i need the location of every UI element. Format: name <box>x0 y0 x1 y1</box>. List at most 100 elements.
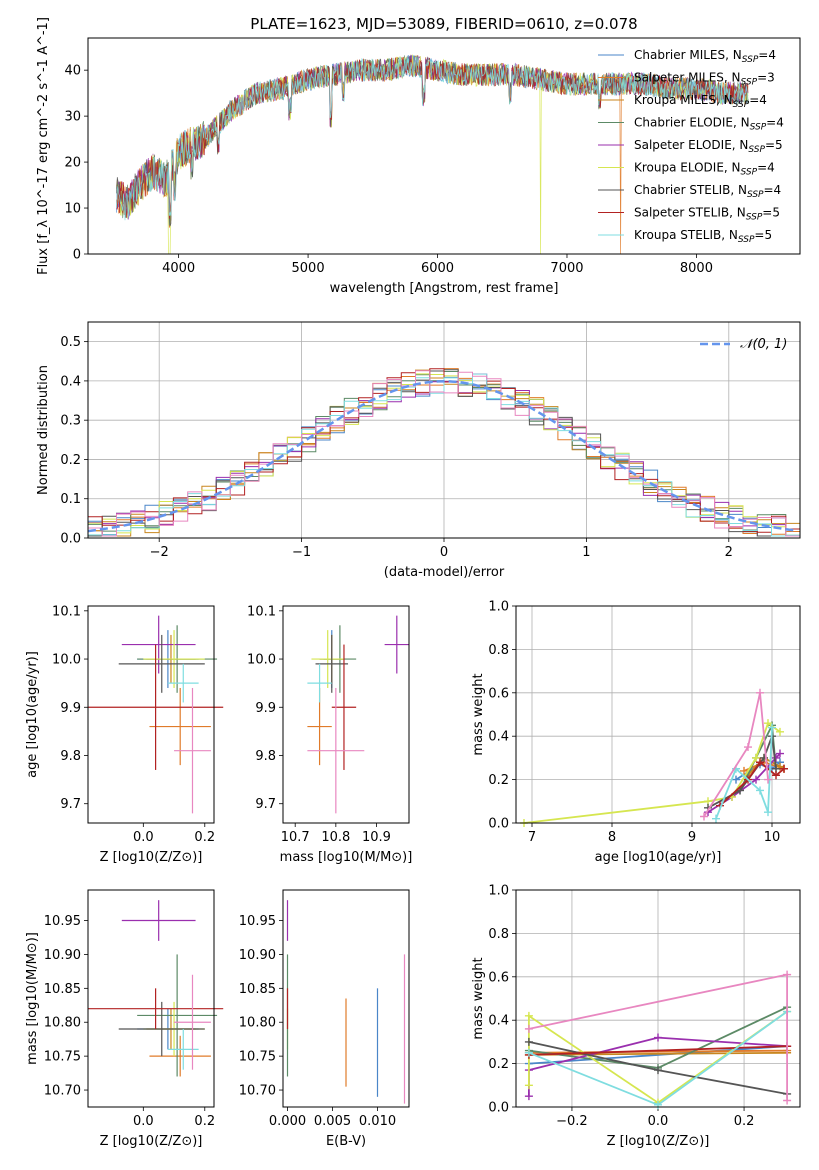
mass-weight-point <box>776 749 784 758</box>
y-tick-label: 1.0 <box>488 600 509 615</box>
y-tick-label: 0.6 <box>488 970 509 985</box>
axes-frame <box>87 605 215 824</box>
y-tick-label: 0.2 <box>488 1057 509 1072</box>
y-tick-label: 10.85 <box>44 982 81 997</box>
axes-frame <box>282 889 410 1108</box>
legend-label: Chabrier STELIB, NSSP=4 <box>634 183 781 200</box>
mass-weight-point <box>756 786 764 795</box>
y-tick-label: 40 <box>64 64 81 79</box>
age-vs-Z-axes <box>84 610 206 827</box>
axes-frame <box>515 605 801 824</box>
x-axis-label: wavelength [Angstrom, rest frame] <box>330 281 559 296</box>
age-vs-mass-axes <box>279 610 377 827</box>
spectrum-line <box>116 55 749 227</box>
x-tick-label: 0.0 <box>133 830 154 845</box>
y-tick-label: 10.85 <box>239 982 276 997</box>
mass-weight-point <box>524 1024 533 1033</box>
y-tick-label: 0.5 <box>60 335 81 350</box>
mass-weight-point <box>772 753 780 762</box>
x-tick-label: 1 <box>582 545 590 560</box>
mass-weight-point <box>654 1033 662 1042</box>
x-tick-label: 4000 <box>162 261 195 276</box>
y-tick-label: 10.75 <box>239 1050 276 1065</box>
legend-label: 𝒩(0, 1) <box>740 337 787 352</box>
x-tick-label: 7000 <box>550 261 583 276</box>
y-tick-label: 0.0 <box>488 1101 509 1116</box>
mass-weight-line <box>703 692 769 817</box>
y-tick-label: 10.95 <box>44 914 81 929</box>
legend-label: Salpeter ELODIE, NSSP=5 <box>634 138 783 155</box>
spectrum-line <box>116 55 749 221</box>
axes-frame <box>87 37 801 255</box>
y-tick-label: 10 <box>64 202 81 217</box>
axes-frame <box>87 321 801 539</box>
mass-weight-point <box>654 1066 662 1075</box>
x-tick-label: 10.7 <box>281 830 310 845</box>
y-axis-label: mass weight <box>471 957 486 1039</box>
y-tick-label: 0.4 <box>488 1014 509 1029</box>
y-tick-label: 9.9 <box>60 701 81 716</box>
x-tick-label: 8 <box>608 830 616 845</box>
mass-weight-point <box>524 1081 533 1090</box>
legend-label: Salpeter STELIB, NSSP=5 <box>634 206 780 223</box>
mass-weight-vs-age-axes <box>512 605 800 827</box>
y-tick-label: 10.80 <box>44 1016 81 1031</box>
mass-weight-point <box>776 727 784 736</box>
x-tick-label: 0.2 <box>194 830 215 845</box>
y-tick-label: 0.1 <box>60 492 81 507</box>
y-tick-label: 0 <box>73 248 81 263</box>
mass-weight-point <box>783 970 792 979</box>
y-axis-label: Normed distribution <box>36 365 51 495</box>
y-tick-label: 10.1 <box>247 604 276 619</box>
y-tick-label: 0.4 <box>488 730 509 745</box>
mass-weight-point <box>524 1011 533 1020</box>
y-tick-label: 10.80 <box>239 1016 276 1031</box>
mass-weight-line <box>528 1045 788 1065</box>
y-tick-label: 0.4 <box>60 374 81 389</box>
mass-weight-line <box>523 721 781 824</box>
y-tick-label: 10.90 <box>44 948 81 963</box>
y-tick-label: 0.2 <box>488 773 509 788</box>
mass-weight-line <box>528 1045 788 1056</box>
mass-weight-point <box>700 812 708 821</box>
mass-weight-point <box>764 775 772 784</box>
mass-vs-Z-axes <box>84 920 206 1111</box>
mass-weight-point <box>756 758 764 767</box>
x-tick-label: 0.010 <box>359 1114 396 1129</box>
y-tick-label: 9.9 <box>255 701 276 716</box>
mass-weight-point <box>764 808 772 817</box>
y-tick-label: 10.95 <box>239 914 276 929</box>
x-tick-label: −1 <box>292 545 311 560</box>
axes-frame <box>515 889 801 1108</box>
x-tick-label: 0.000 <box>269 1114 306 1129</box>
y-tick-label: 0.0 <box>488 817 509 832</box>
y-tick-label: 10.1 <box>52 604 81 619</box>
mass-weight-point <box>772 771 780 780</box>
x-tick-label: 10 <box>764 830 781 845</box>
mass-weight-point <box>752 775 760 784</box>
y-tick-label: 9.8 <box>60 749 81 764</box>
y-tick-label: 9.8 <box>255 749 276 764</box>
y-axis-label: Flux [f_λ 10^-17 erg cm^-2 s^-1 A^-1] <box>36 17 51 275</box>
x-tick-label: 10.9 <box>362 830 391 845</box>
y-tick-label: 10.0 <box>247 653 276 668</box>
x-tick-label: 10.8 <box>321 830 350 845</box>
mass-weight-point <box>752 753 760 762</box>
y-tick-label: 9.7 <box>255 797 276 812</box>
mass-weight-point <box>732 775 740 784</box>
y-tick-label: 0.2 <box>60 453 81 468</box>
axes-frame <box>282 605 410 824</box>
x-axis-label: mass [log10(M/M⊙)] <box>280 850 413 865</box>
y-tick-label: 10.70 <box>239 1084 276 1099</box>
x-axis-label: Z [log10(Z/Z⊙)] <box>607 1134 710 1149</box>
y-tick-label: 0.8 <box>488 927 509 942</box>
y-tick-label: 20 <box>64 156 81 171</box>
y-tick-label: 0.6 <box>488 686 509 701</box>
y-tick-label: 0.8 <box>488 643 509 658</box>
x-tick-label: 0 <box>440 545 448 560</box>
mass-weight-point <box>783 1096 792 1105</box>
x-tick-label: 7 <box>528 830 536 845</box>
x-tick-label: 2 <box>725 545 733 560</box>
x-tick-label: 0.2 <box>194 1114 215 1129</box>
figure-title: PLATE=1623, MJD=53089, FIBERID=0610, z=0… <box>250 15 637 33</box>
